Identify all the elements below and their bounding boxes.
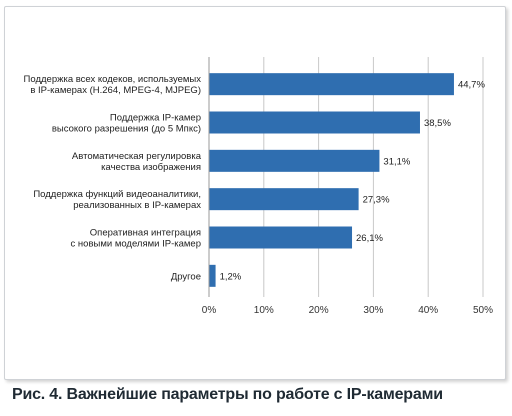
value-label: 26,1%	[356, 233, 383, 244]
category-label: Оперативная интеграция с новыми моделями …	[71, 228, 201, 250]
x-tick-label: 40%	[418, 305, 438, 316]
x-tick-label: 30%	[363, 305, 383, 316]
value-label: 1,2%	[220, 271, 242, 282]
bar	[209, 226, 353, 249]
bar	[209, 264, 216, 287]
chart-panel: 0% 10% 20% 30% 40% 50% Поддержка всех кодеков,…	[4, 6, 506, 380]
category-label: Поддержка функций видеоаналитики, реализо…	[33, 189, 201, 211]
value-label: 44,7%	[458, 80, 485, 91]
bar	[209, 111, 420, 134]
value-label: 31,1%	[383, 156, 410, 167]
category-label: Поддержка всех кодеков, используемых в IP…	[24, 74, 202, 96]
bar-chart: 0% 10% 20% 30% 40% 50% Поддержка всех кодеков,…	[24, 57, 493, 316]
figure-caption: Рис. 4. Важнейшие параметры по работе с …	[12, 386, 443, 403]
bar	[209, 73, 454, 96]
value-label: 38,5%	[424, 118, 451, 129]
x-tick-label: 50%	[473, 305, 493, 316]
category-label: Автоматическая регулировка качества изобр…	[72, 151, 202, 173]
bar	[209, 188, 359, 211]
x-tick-label: 10%	[254, 305, 274, 316]
bar	[209, 149, 380, 172]
category-label: Поддержка IP-камер высокого разрешения (д…	[52, 113, 201, 135]
value-label: 27,3%	[363, 195, 390, 206]
x-tick-label: 0%	[202, 305, 217, 316]
category-label: Другое	[171, 271, 201, 282]
x-tick-label: 20%	[309, 305, 329, 316]
